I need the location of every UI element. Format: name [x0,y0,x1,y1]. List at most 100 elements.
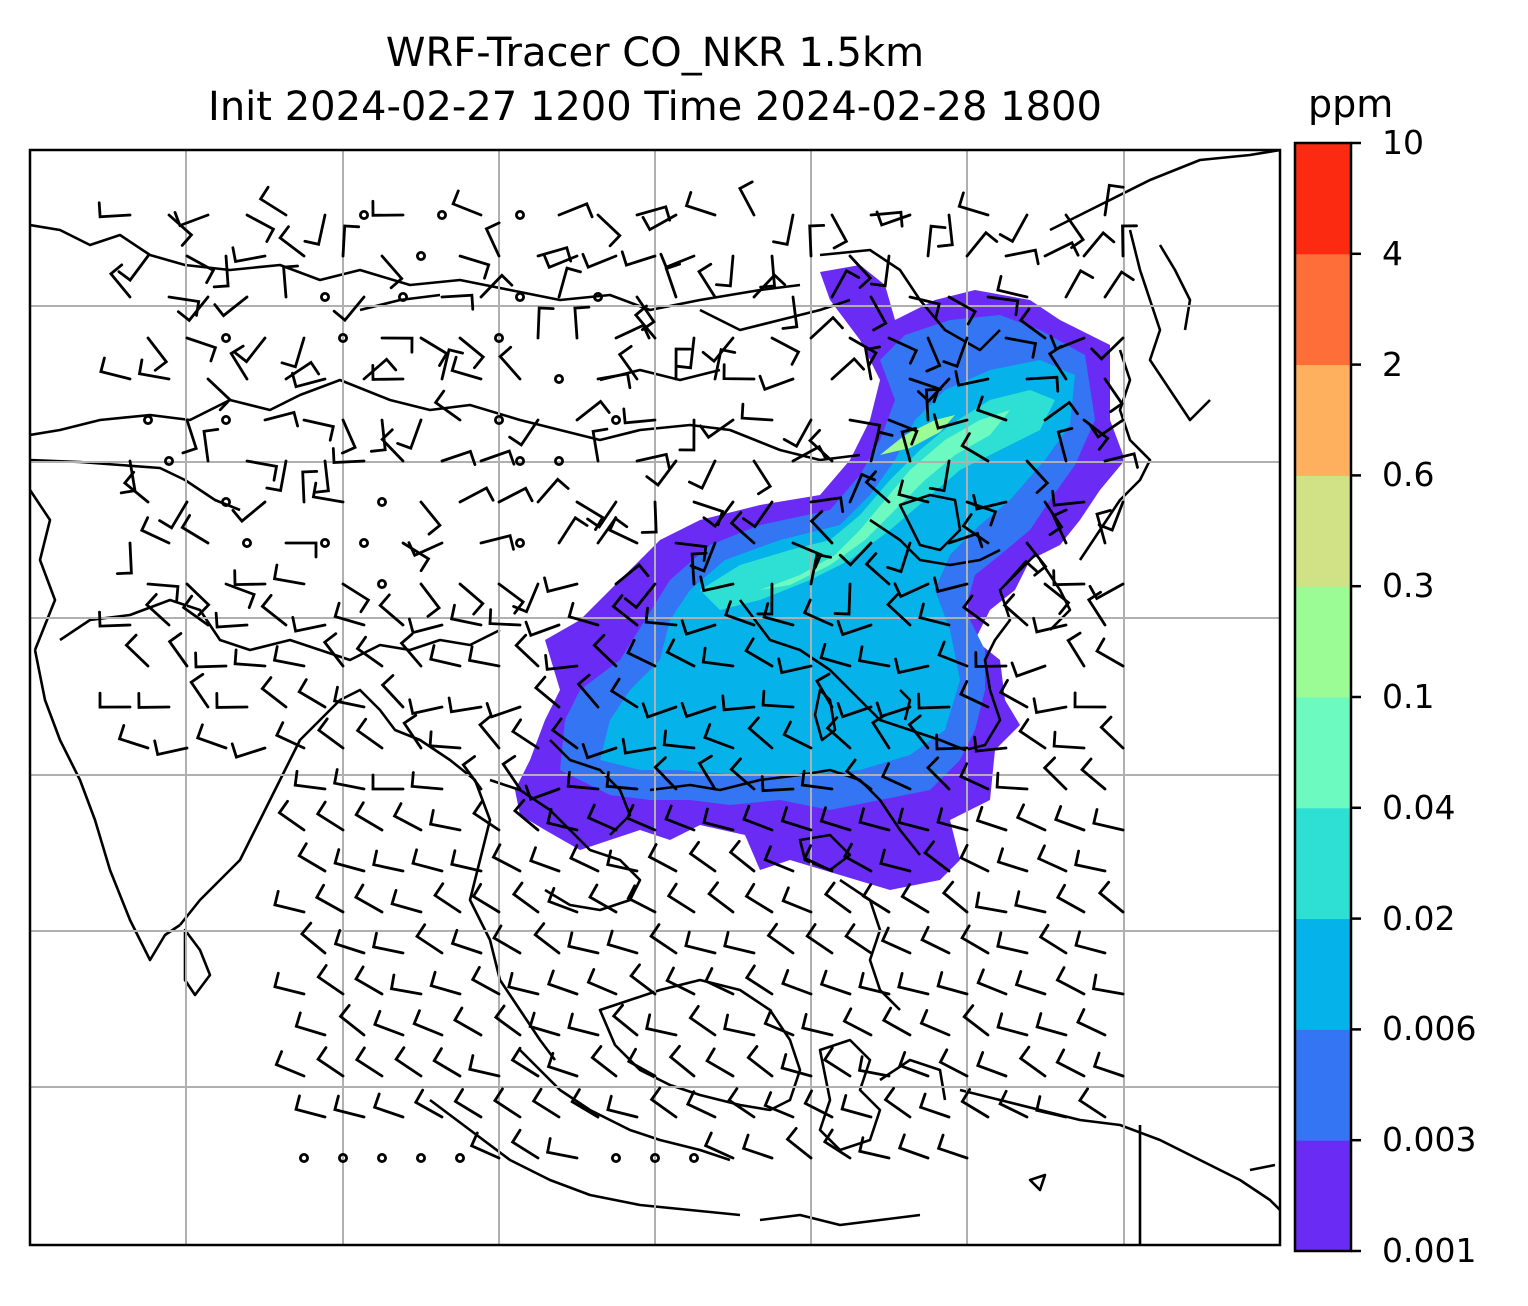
wind-barb [293,769,327,791]
wind-barb [410,771,444,791]
wind-barb [411,848,444,873]
wind-barb [861,882,891,914]
wind-barb [917,692,951,710]
colorbar-segment [1295,807,1351,920]
wind-barb [282,264,299,299]
wind-barb [586,803,618,832]
calm-wind-marker [163,455,174,466]
wind-barb [265,459,288,493]
wind-barb [908,295,941,319]
wind-barb [606,849,639,873]
wind-barb [938,1048,969,1078]
wind-barb [1103,452,1139,469]
wind-barb [117,254,150,283]
wind-barb [840,1094,873,1119]
wind-barb [976,968,1008,996]
wind-barb [180,514,210,545]
wind-barb [401,541,431,573]
wind-barb [685,1090,717,1119]
wind-barb [263,410,299,428]
wind-barb [340,418,357,455]
wind-barb [354,965,384,996]
calm-wind-marker [611,1153,622,1164]
wind-barb [1092,808,1125,832]
colorbar-tick-label: 0.1 [1382,677,1435,716]
wind-barb [185,254,216,285]
wind-barb [830,213,849,250]
wind-barb [511,881,540,914]
wind-barb [479,273,514,299]
wind-barb [355,717,384,750]
wind-barb [1025,459,1050,494]
wind-barb [315,800,345,832]
wind-barb [394,1046,423,1078]
wind-barb [332,768,366,791]
wind-barb [1035,1012,1068,1037]
wind-barb [758,374,795,392]
wind-barb [478,714,501,750]
wind-barb [897,807,930,832]
wind-barb [545,1137,579,1160]
wind-barb [925,336,942,373]
wind-barb [961,513,990,545]
wind-barb [524,784,561,801]
calm-wind-marker [493,332,504,343]
wind-barb [301,470,319,504]
colorbar-segment [1295,918,1351,1030]
wind-barb [926,224,947,258]
wind-barb [998,213,1029,244]
wind-barb [819,806,852,832]
map-frame [28,148,1282,1247]
wind-barb [1010,661,1047,678]
wind-barb [678,418,696,452]
wind-barb [415,923,444,955]
colorbar-tick-label: 0.006 [1382,1009,1477,1049]
wind-barb [528,1011,561,1037]
wind-barb [230,742,267,759]
wind-barb [875,210,912,227]
calm-wind-marker [220,496,231,507]
wind-barb [297,842,327,873]
wind-barb [770,336,801,366]
wind-barb [763,845,795,873]
wind-barb [722,363,756,381]
wind-barb [635,452,671,470]
map-title: WRF-Tracer CO_NKR 1.5km [385,30,925,76]
wind-barb [158,500,189,530]
wind-barb [1090,336,1125,361]
wind-barb [728,839,756,873]
wind-barb [605,771,639,791]
wind-barb [1121,224,1138,258]
calm-wind-marker [415,250,426,261]
wind-barb [1036,844,1068,873]
wind-barb [380,674,405,709]
wind-barb [419,582,442,618]
wind-barb [419,336,449,367]
wind-barb [1064,268,1095,299]
wind-barb [1052,569,1086,587]
wind-barb [941,880,969,914]
wind-barb [744,637,774,668]
wind-barb [1025,541,1048,577]
colorbar-segment [1295,364,1351,476]
wind-barb [1053,805,1086,832]
wind-barb [272,645,306,668]
wind-barb [533,675,561,709]
wind-barb [809,496,845,513]
wind-barb [665,966,696,996]
colorbar-segment [1295,253,1351,366]
wind-barb [447,696,483,714]
wind-barb [546,808,579,832]
wind-barb [937,213,954,248]
wind-barb [965,230,999,258]
wind-barb [493,1004,522,1037]
wind-barb [918,1092,951,1119]
wind-barb [274,1050,306,1078]
wind-barb [575,399,611,422]
wind-barb [960,432,990,463]
wind-barb [842,842,873,873]
wind-barb [146,336,169,372]
wind-barb [1088,418,1125,439]
wind-barb [488,608,522,627]
